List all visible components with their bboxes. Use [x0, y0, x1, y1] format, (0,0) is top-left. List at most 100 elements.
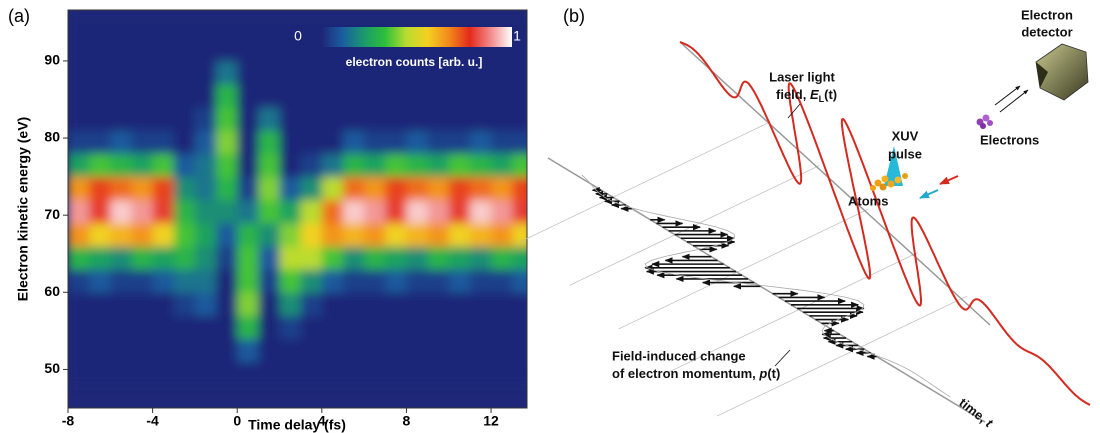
heatmap-cell [448, 292, 471, 316]
heatmap-cell [194, 130, 217, 154]
heatmap-cell [427, 84, 450, 108]
heatmap-cells [68, 14, 527, 386]
heatmap-cell [173, 37, 196, 62]
heatmap-cell [237, 269, 259, 293]
heatmap-cell [68, 246, 90, 270]
heatmap-cell [512, 361, 527, 386]
heatmap-cell [89, 60, 111, 85]
heatmap-cell [406, 60, 429, 85]
heatmap-cell [258, 222, 281, 247]
heatmap-cell [364, 84, 386, 108]
projection-line [716, 295, 968, 417]
heatmap-cell [131, 14, 154, 39]
heatmap-cell [173, 338, 196, 363]
laser-subscript: L [819, 94, 825, 104]
heatmap-cell [300, 84, 323, 108]
heatmap-cell [89, 269, 111, 293]
heatmap-cell [110, 37, 132, 62]
heatmap-cell [68, 315, 90, 340]
heatmap-cell [342, 269, 365, 293]
heatmap-cell [89, 361, 111, 386]
heatmap-cell [321, 60, 344, 85]
plot-frame [67, 9, 528, 409]
heatmap-cell [89, 107, 111, 131]
heatmap-cell [216, 176, 238, 201]
heatmap-cell [469, 292, 492, 316]
heatmap-cell [512, 176, 527, 201]
heatmap-cell [237, 130, 259, 154]
heatmap-cell [321, 153, 344, 178]
heatmap-cell [300, 222, 323, 247]
heatmap-cell [300, 292, 323, 316]
heatmap-cell [342, 315, 365, 340]
heatmap-cell [300, 176, 323, 201]
heatmap-cell [385, 338, 407, 363]
heatmap-cell [237, 37, 259, 62]
heatmap-cell [152, 37, 175, 62]
heatmap-cell [512, 269, 527, 293]
heatmap-cell [512, 246, 527, 270]
heatmap-cell [512, 84, 527, 108]
heatmap-cell [385, 246, 407, 270]
heatmap-cell [131, 246, 154, 270]
momentum-label: of electron momentum, p(t) [612, 366, 780, 381]
heatmap-cell [279, 14, 302, 39]
heatmap-cell [427, 176, 450, 201]
heatmap-cell [406, 246, 429, 270]
heatmap-cell [469, 130, 492, 154]
heatmap-cell [385, 269, 407, 293]
laser-label: Laser light [769, 69, 835, 84]
heatmap-cell [364, 269, 386, 293]
electrons-label: Electrons [980, 132, 1039, 147]
heatmap-cell [152, 222, 175, 247]
panel-a: (a) 0 1 electron counts [arb. u.] Time d… [8, 6, 528, 433]
heatmap-cell [448, 84, 471, 108]
heatmap-cell [216, 338, 238, 363]
heatmap-cell [194, 176, 217, 201]
heatmap-cell [469, 269, 492, 293]
heatmap-cell [406, 269, 429, 293]
heatmap-cell [321, 292, 344, 316]
heatmap-cell [491, 153, 513, 178]
heatmap-cell [448, 315, 471, 340]
heatmap-cell [110, 84, 132, 108]
heatmap-cell [279, 292, 302, 316]
heatmap-cell [216, 60, 238, 85]
heatmap-cell [448, 199, 471, 224]
heatmap-cell [237, 338, 259, 363]
heatmap-cell [173, 107, 196, 131]
heatmap-cell [110, 361, 132, 386]
detector-face [1036, 62, 1048, 88]
x-tick-label: -8 [62, 413, 75, 429]
heatmap-cell [427, 246, 450, 270]
electrons-icon [976, 85, 1029, 129]
heatmap-cell [321, 269, 344, 293]
heatmap-cell [152, 246, 175, 270]
heatmap-cell [173, 14, 196, 39]
heatmap-cell [152, 361, 175, 386]
heatmap-cell [258, 269, 281, 293]
leader-line [787, 103, 801, 119]
heatmap-cell [237, 199, 259, 224]
heatmap-cell [194, 292, 217, 316]
time-axis [679, 41, 991, 326]
atoms-icon [870, 173, 908, 191]
heatmap-cell [364, 246, 386, 270]
heatmap-cell [68, 361, 90, 386]
heatmap-cell [89, 14, 111, 39]
heatmap-cell [342, 246, 365, 270]
heatmap-cell [342, 199, 365, 224]
heatmap-cell [406, 315, 429, 340]
heatmap-cell [342, 222, 365, 247]
heatmap-cell [300, 269, 323, 293]
heatmap-cell [491, 361, 513, 386]
heatmap-cell [491, 338, 513, 363]
heatmap-cell [512, 338, 527, 363]
heatmap-cell [68, 37, 90, 62]
heatmap-cell [68, 269, 90, 293]
heatmap-cell [406, 361, 429, 386]
heatmap-cell [279, 338, 302, 363]
heatmap-cell [237, 222, 259, 247]
heatmap-cell [364, 130, 386, 154]
